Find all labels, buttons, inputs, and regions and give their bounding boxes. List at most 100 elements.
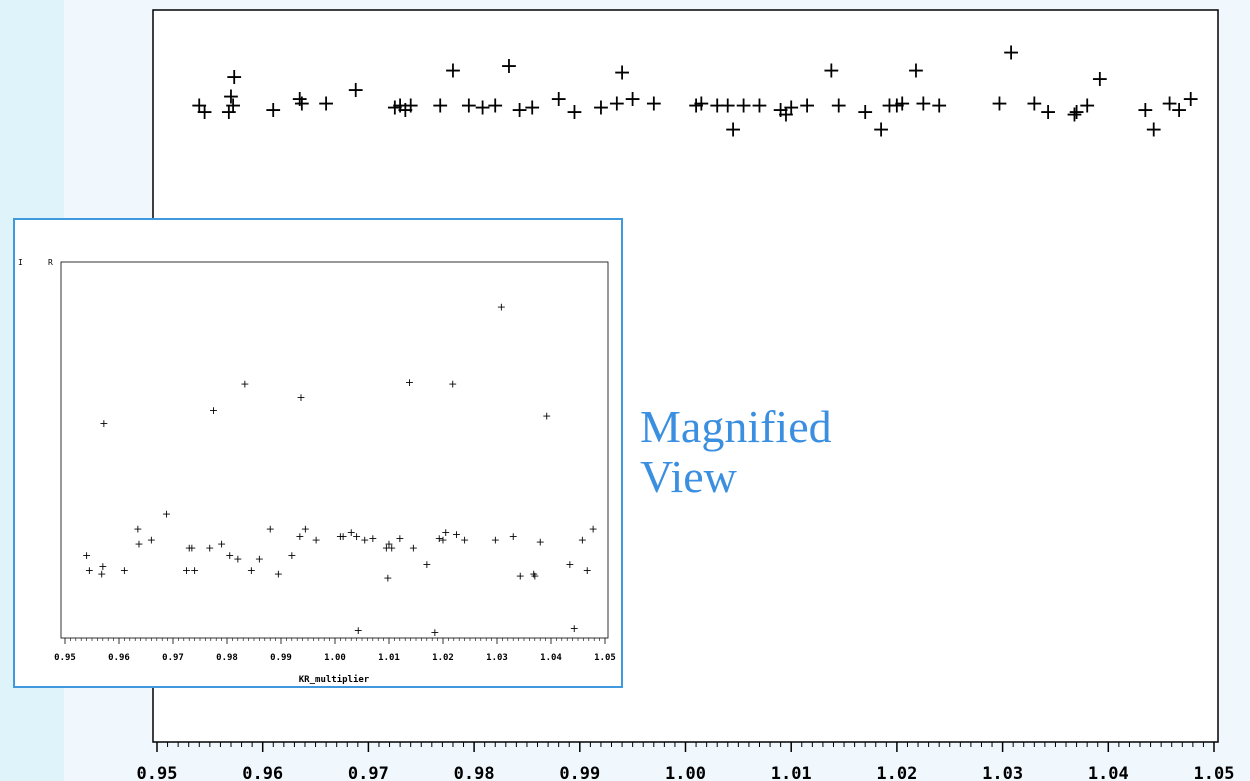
inset-data-point: +: [452, 528, 461, 541]
inset-data-point: +: [287, 549, 296, 562]
inset-x-tick-label: 0.99: [270, 653, 292, 663]
main-data-point: +: [391, 94, 409, 119]
main-data-point: +: [1067, 100, 1085, 125]
main-data-point: +: [1078, 94, 1096, 119]
inset-data-point: +: [352, 530, 361, 543]
inset-data-point: +: [205, 541, 214, 554]
main-data-point: +: [750, 94, 768, 119]
main-data-point: +: [1160, 91, 1178, 116]
inset-data-point: +: [99, 417, 108, 430]
main-data-point: +: [608, 91, 626, 116]
main-data-point: +: [856, 100, 874, 125]
main-data-point: +: [346, 78, 364, 103]
inset-x-tick-label: 0.96: [108, 653, 130, 663]
main-data-point: +: [500, 54, 518, 79]
inset-data-point: +: [97, 568, 106, 581]
inset-data-point: +: [133, 522, 142, 535]
inset-data-point: +: [430, 626, 439, 639]
main-data-point: +: [317, 91, 335, 116]
inset-data-point: +: [529, 568, 538, 581]
main-data-point: +: [782, 96, 800, 121]
main-points: ++ +++++ ++ ++++++ ++++++++ ++ ++++ + +++++++ +++…: [190, 41, 1200, 143]
inset-x-tick-label: 0.95: [54, 653, 76, 663]
inset-data-point: +: [225, 549, 234, 562]
inset-data-point: +: [395, 532, 404, 545]
main-data-point: +: [523, 96, 541, 121]
inset-data-point: +: [589, 522, 598, 535]
inset-data-point: +: [187, 541, 196, 554]
main-data-point: +: [473, 96, 491, 121]
main-x-tick-label: 1.01: [771, 764, 812, 781]
callout-line-1: Magnified: [640, 401, 832, 452]
inset-data-point: +: [441, 526, 450, 539]
main-data-point: +: [386, 96, 404, 121]
inset-data-point: +: [209, 404, 218, 417]
inset-data-point: +: [497, 301, 506, 314]
main-data-point: +: [431, 94, 449, 119]
inset-data-point: +: [384, 538, 393, 551]
main-data-point: +: [195, 100, 213, 125]
main-x-tick-label: 1.04: [1088, 764, 1129, 781]
inset-data-point: +: [509, 530, 518, 543]
inset-data-point: +: [435, 532, 444, 545]
inset-data-point: +: [491, 534, 500, 547]
inset-x-tick-label: 0.97: [162, 653, 184, 663]
inset-points: ++ ++++++ +++++++++++++++++++++ +++++++++++…: [82, 301, 598, 639]
magnified-inset: I R 0.95 0.96 0.97 0.98 0.99 1.00 1.01 1.02 1.03…: [13, 218, 623, 688]
inset-data-point: +: [542, 410, 551, 423]
main-data-point: +: [1065, 102, 1083, 127]
inset-data-point: +: [338, 530, 347, 543]
inset-data-point: +: [296, 391, 305, 404]
main-data-point: +: [396, 98, 414, 123]
main-data-point: +: [1170, 98, 1188, 123]
inset-corner-label-right: R: [48, 258, 53, 267]
inset-data-point: +: [255, 553, 264, 566]
main-data-point: +: [907, 58, 925, 83]
main-data-point: +: [1025, 91, 1043, 116]
main-data-point: +: [687, 94, 705, 119]
main-x-tick-label: 0.95: [137, 764, 178, 781]
inset-data-point: +: [570, 622, 579, 635]
inset-data-point: +: [409, 541, 418, 554]
inset-x-tick-label: 1.02: [432, 653, 454, 663]
main-data-point: +: [708, 94, 726, 119]
magnified-view-callout: Magnified View: [640, 402, 900, 502]
inset-data-point: +: [301, 522, 310, 535]
main-x-tick-label: 0.99: [559, 764, 600, 781]
main-data-point: +: [822, 58, 840, 83]
main-data-point: +: [734, 94, 752, 119]
inset-data-point: +: [274, 568, 283, 581]
main-x-tick-label: 0.98: [454, 764, 495, 781]
inset-corner-label-left: I: [18, 258, 23, 267]
main-data-point: +: [777, 102, 795, 127]
main-data-point: +: [225, 65, 243, 90]
inset-data-point: +: [120, 564, 129, 577]
main-data-point: +: [565, 100, 583, 125]
main-data-point: +: [1145, 118, 1163, 143]
main-data-point: +: [460, 94, 478, 119]
inset-x-axis-label: KR_multiplier: [299, 674, 370, 685]
inset-x-tick-label: 1.00: [324, 653, 346, 663]
inset-data-point: +: [182, 564, 191, 577]
main-x-tick-label: 1.02: [876, 764, 917, 781]
inset-data-point: +: [583, 564, 592, 577]
inset-x-tick-label: 1.04: [540, 653, 562, 663]
inset-plot: I R 0.95 0.96 0.97 0.98 0.99 1.00 1.01 1.02 1.03…: [18, 258, 616, 685]
main-data-point: +: [613, 61, 631, 86]
inset-plot-frame: [60, 261, 609, 639]
main-data-point: +: [401, 94, 419, 119]
inset-data-point: +: [382, 541, 391, 554]
inset-data-point: +: [266, 522, 275, 535]
main-data-point: +: [872, 118, 890, 143]
inset-data-point: +: [368, 532, 377, 545]
inset-data-point: +: [190, 564, 199, 577]
inset-data-point: +: [360, 534, 369, 547]
inset-data-point: +: [565, 558, 574, 571]
inset-data-point: +: [516, 569, 525, 582]
inset-data-point: +: [82, 549, 91, 562]
main-x-tick-label: 0.97: [348, 764, 389, 781]
main-data-point: +: [645, 91, 663, 116]
main-data-point: +: [893, 91, 911, 116]
main-data-point: +: [798, 94, 816, 119]
main-data-point: +: [224, 94, 242, 119]
